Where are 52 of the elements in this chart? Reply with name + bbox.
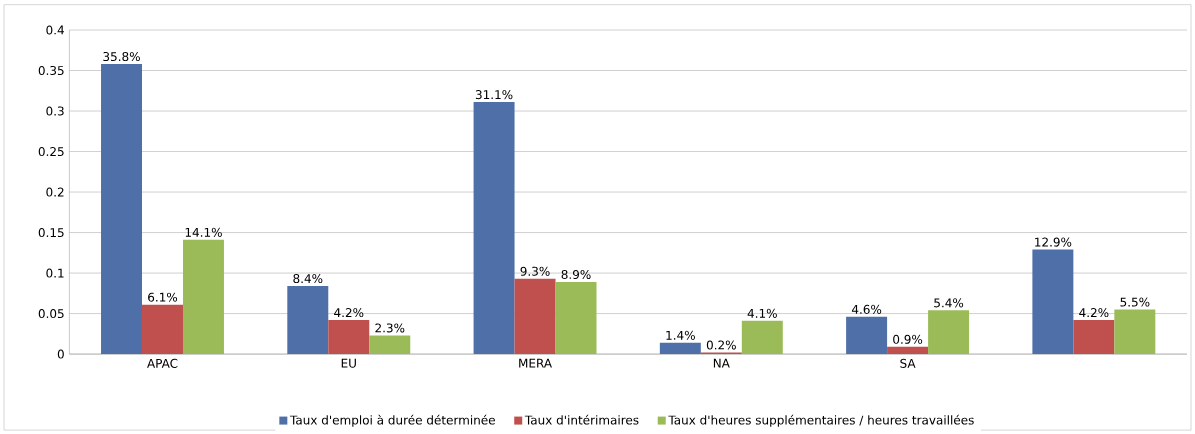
bar bbox=[514, 278, 556, 355]
bar bbox=[1032, 249, 1074, 355]
x-tick-label: APAC bbox=[147, 358, 178, 368]
legend-label: Taux d'heures supplémentaires / heures travaillées bbox=[668, 414, 974, 427]
bar bbox=[142, 304, 183, 355]
y-tick-label: 0.35 bbox=[38, 65, 64, 75]
data-label: 5.4% bbox=[934, 298, 964, 308]
bar bbox=[101, 63, 143, 355]
bar bbox=[928, 310, 970, 355]
bar bbox=[473, 102, 515, 355]
y-tick-label: 0.25 bbox=[38, 146, 64, 157]
y-tick-label: 0.2 bbox=[46, 187, 64, 197]
y-tick-label: 0.3 bbox=[46, 106, 64, 116]
y-tick-label: 0.05 bbox=[38, 308, 64, 319]
x-tick-label: EU bbox=[341, 358, 356, 368]
bar bbox=[1073, 320, 1115, 355]
bar bbox=[659, 342, 701, 355]
data-label: 0.9% bbox=[893, 334, 923, 344]
data-label: 4.2% bbox=[1079, 308, 1109, 318]
y-tick-label: 0.1 bbox=[46, 268, 64, 278]
data-label: 6.1% bbox=[148, 292, 178, 302]
data-label: 31.1% bbox=[475, 90, 513, 100]
bar bbox=[1114, 309, 1156, 355]
data-label: 1.4% bbox=[666, 330, 695, 340]
data-label: 35.8% bbox=[103, 51, 140, 62]
data-label: 8.9% bbox=[561, 269, 591, 279]
y-tick-label: 0.15 bbox=[38, 227, 64, 238]
x-tick-label: MERA bbox=[519, 358, 552, 368]
bar bbox=[741, 320, 783, 355]
data-label: 14.1% bbox=[185, 227, 222, 237]
data-label: 0.2% bbox=[706, 340, 736, 350]
bar bbox=[287, 285, 329, 355]
bar bbox=[182, 239, 224, 355]
bar bbox=[887, 346, 929, 355]
data-label: 2.3% bbox=[375, 323, 405, 333]
legend-label: Taux d'intérimaires bbox=[524, 414, 639, 425]
data-label: 9.3% bbox=[520, 266, 550, 276]
legend-label: Taux d'emploi à durée déterminée bbox=[289, 414, 495, 427]
y-tick-label: 0.4 bbox=[46, 25, 64, 35]
data-label: 4.6% bbox=[851, 304, 882, 314]
bar bbox=[555, 281, 597, 355]
y-tick-label: 0 bbox=[57, 349, 64, 359]
data-label: 4.2% bbox=[334, 308, 364, 318]
bar bbox=[846, 316, 888, 355]
data-label: 12.9% bbox=[1035, 237, 1072, 247]
data-label: 8.4% bbox=[293, 273, 323, 284]
bar bbox=[328, 320, 370, 355]
data-label: 4.1% bbox=[747, 308, 777, 318]
data-label: 5.5% bbox=[1120, 297, 1150, 307]
x-tick-label: SA bbox=[900, 358, 916, 368]
x-tick-label: NA bbox=[713, 358, 730, 368]
bar bbox=[369, 335, 411, 355]
